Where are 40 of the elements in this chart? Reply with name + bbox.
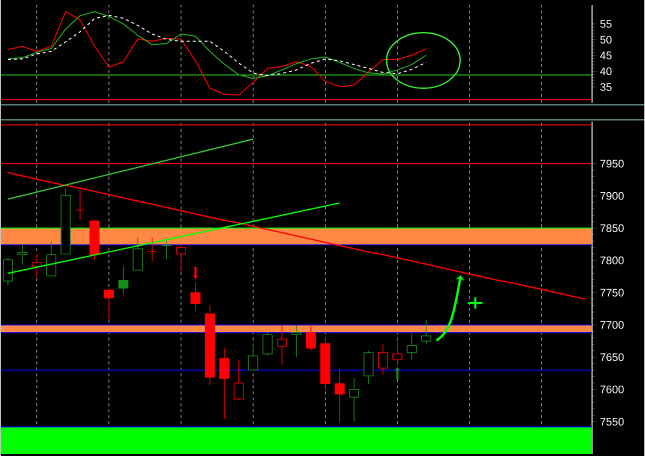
line-series: [7, 11, 427, 96]
candlestick: [162, 240, 172, 260]
y-tick-label: 7600: [600, 386, 624, 394]
y-tick-label: 7700: [600, 321, 624, 329]
candlestick: [147, 237, 158, 262]
candlestick: [378, 343, 388, 375]
y-tick-label: 40: [600, 67, 612, 76]
y-tick-label: 7900: [600, 192, 624, 200]
y-tick-label: 7950: [600, 160, 624, 168]
candlestick: [46, 241, 56, 276]
candlestick: [118, 266, 128, 296]
candlestick: [334, 369, 345, 423]
y-tick-label: 55: [600, 20, 612, 28]
y-tick-label: 7850: [600, 224, 624, 232]
y-tick-label: 50: [600, 36, 612, 44]
candlestick: [262, 332, 273, 356]
candlestick: [132, 236, 143, 270]
candlestick: [349, 377, 360, 422]
candlestick: [176, 245, 186, 272]
candlestick: [421, 319, 432, 345]
candlestick: [75, 188, 86, 221]
y-tick-label: 35: [600, 83, 612, 91]
candlestick: [104, 288, 114, 320]
candlestick: [406, 332, 417, 360]
candlestick: [190, 282, 200, 312]
y-tick-label: 7800: [600, 256, 624, 264]
candlestick: [219, 347, 230, 420]
candlestick: [392, 338, 402, 365]
candlestick: [306, 324, 316, 350]
candlestick: [364, 350, 374, 385]
candlestick: [32, 254, 42, 278]
y-tick-label: 7650: [600, 353, 624, 362]
candlestick: [276, 325, 288, 366]
y-tick-label: 7550: [600, 418, 624, 426]
candlestick: [291, 325, 302, 358]
candlestick: [248, 344, 258, 370]
y-tick-label: 7750: [600, 288, 624, 297]
y-tick-label: 45: [600, 52, 612, 60]
candlestick: [17, 243, 28, 266]
candlestick: [234, 360, 244, 401]
